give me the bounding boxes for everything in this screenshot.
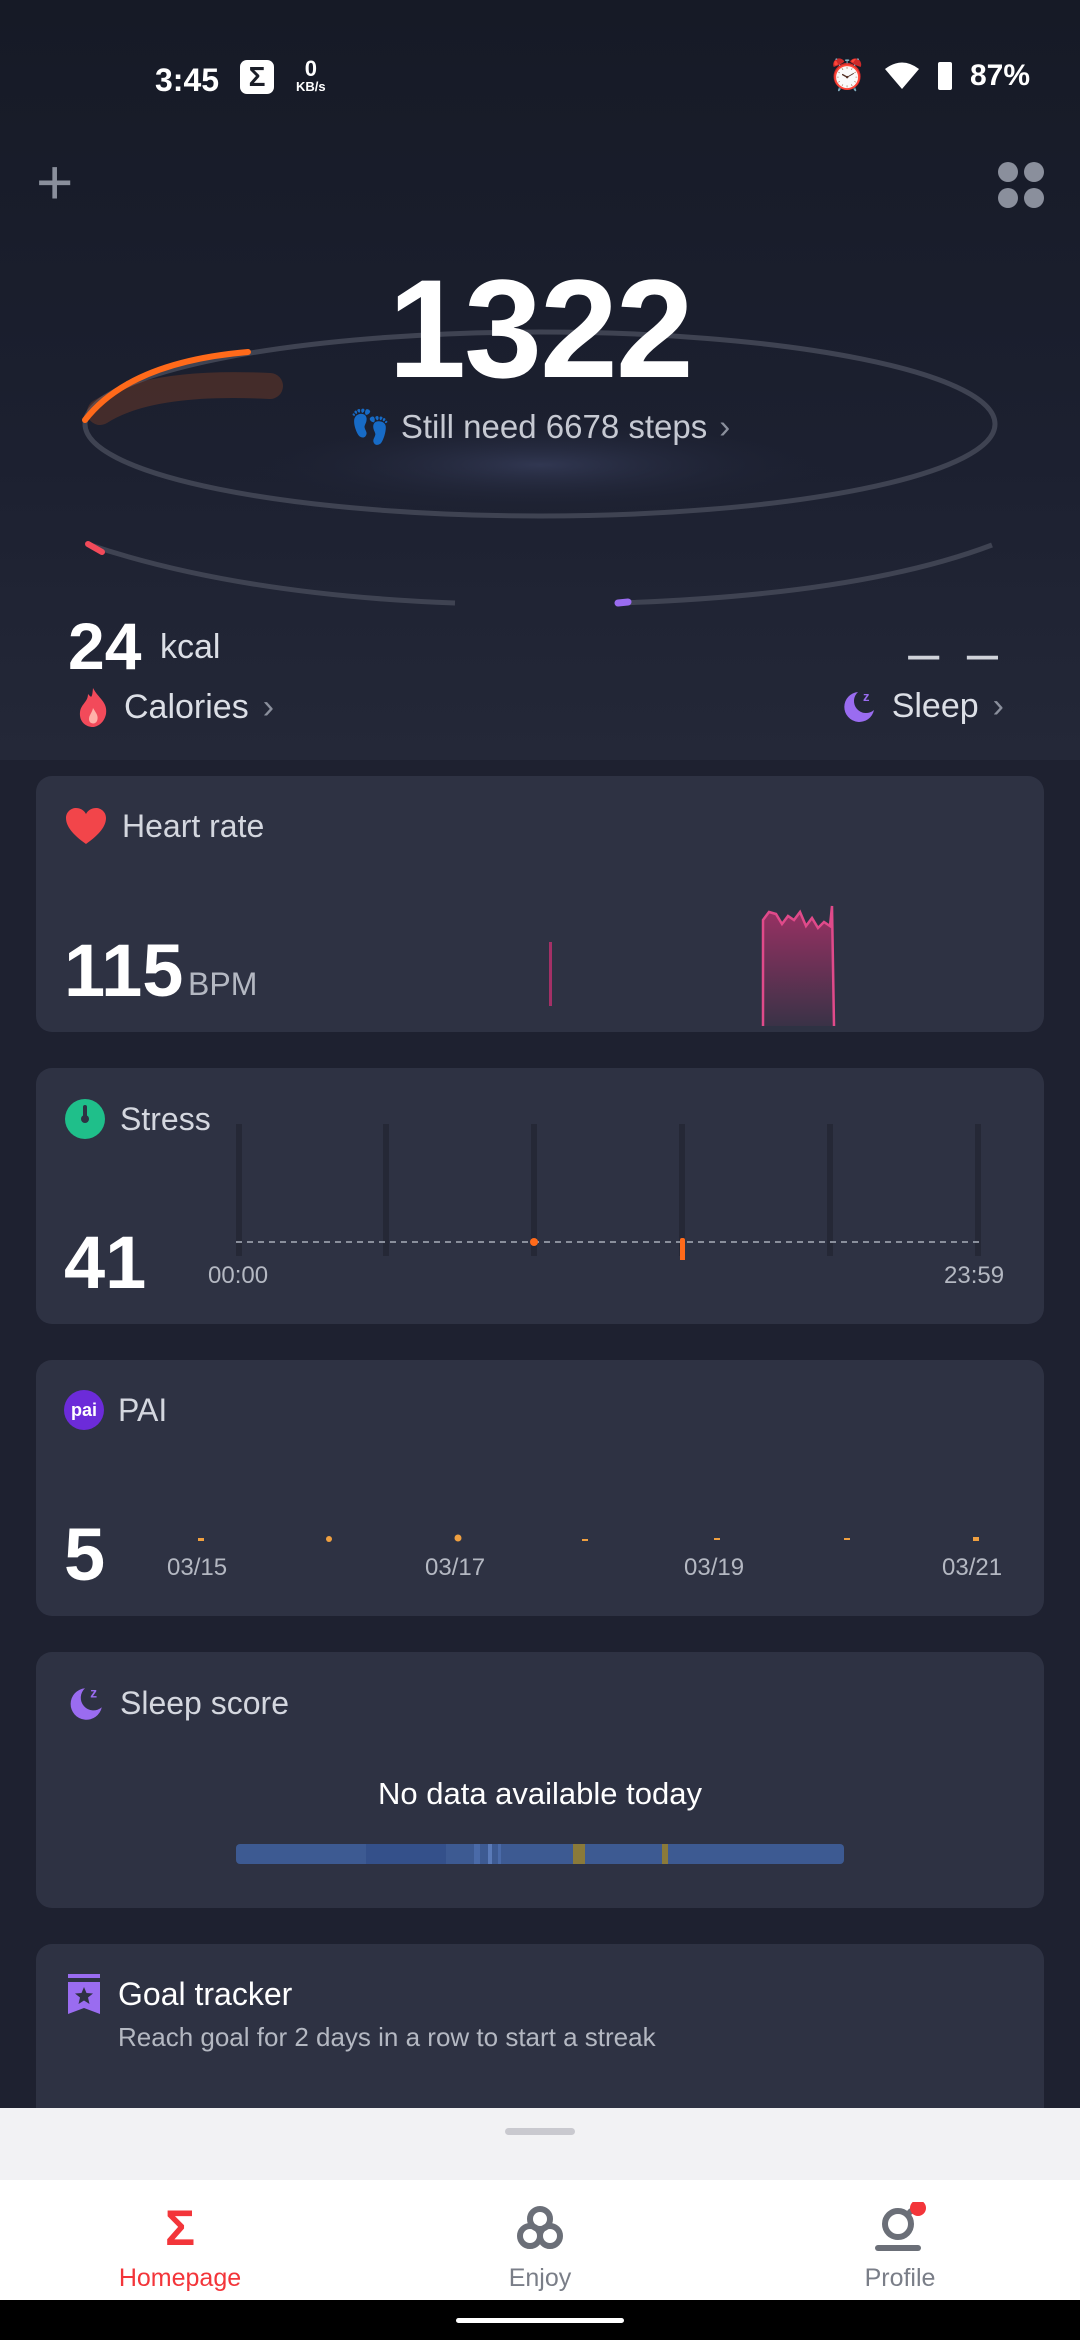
stress-value: 41 [64,1221,147,1304]
sleep-ring [617,542,993,606]
footsteps-icon: 👣 [349,408,391,445]
sleep-link[interactable]: z Sleep › [838,686,1004,726]
sleep-stage-bar [236,1844,844,1864]
svg-text:z: z [90,1686,97,1701]
battery-level: 87% [969,58,1030,92]
steps-progress-arc [82,349,251,423]
widgets-grid-icon[interactable] [998,162,1044,208]
status-time: 3:45 [155,62,220,98]
sleep-score-title: Sleep score [120,1684,289,1721]
bottom-navigation: Σ Homepage Enjoy Profile [0,2180,1080,2300]
nav-enjoy-label: Enjoy [508,2264,572,2292]
calories-label: Calories [124,687,249,726]
network-speed-value: 0 [304,56,317,81]
sigma-icon: Σ [164,2200,195,2256]
sleep-value: – – [908,621,1004,684]
svg-text:z: z [863,689,870,704]
goal-tracker-title: Goal tracker [118,1976,293,2012]
steps-count: 1322 [388,250,693,407]
stress-axis-end: 23:59 [944,1262,1005,1289]
heart-rate-chart [549,905,836,1026]
add-icon[interactable]: + [36,146,74,218]
profile-icon [720,2200,1080,2254]
heart-rate-value: 115 [64,929,184,1012]
calories-value: 24 [68,609,142,683]
drag-handle[interactable] [505,2128,575,2135]
stress-title: Stress [120,1100,211,1137]
calories-ring [89,542,456,606]
nav-enjoy[interactable]: Enjoy [360,2180,720,2300]
bottom-sheet[interactable] [0,2108,1080,2180]
activity-rings [82,329,998,607]
enjoy-icon [360,2202,720,2254]
heart-rate-title: Heart rate [122,807,265,844]
moon-icon: z [70,1686,102,1720]
stress-axis-start: 00:00 [208,1262,269,1289]
zepp-notification-icon: Σ [240,60,274,94]
nav-profile-label: Profile [864,2264,936,2292]
pai-date-label: 03/17 [425,1554,486,1581]
header-background [0,0,1080,760]
steps-remaining-text: Still need 6678 steps [400,408,708,445]
calories-unit: kcal [160,628,221,666]
sleep-score-message: No data available today [377,1776,702,1811]
stress-chart [236,1124,981,1260]
sleep-progress-arc [614,598,632,607]
pai-chart [198,1534,979,1542]
steps-remaining[interactable]: 👣 Still need 6678 steps › [0,408,1080,447]
heart-rate-header: Heart rate [64,806,264,846]
stress-card[interactable]: Stress 41 00:00 23:59 [36,1068,1044,1324]
home-gesture-pill[interactable] [456,2318,624,2323]
flame-icon [79,688,107,727]
badge-star-icon [66,1974,102,2021]
nav-profile[interactable]: Profile [720,2180,1080,2300]
network-speed-unit: KB/s [296,79,326,94]
moon-icon: z [844,689,874,722]
nav-homepage[interactable]: Σ Homepage [0,2180,360,2300]
pai-date-label: 03/21 [942,1554,1003,1581]
pai-title: PAI [118,1391,168,1428]
pai-date-label: 03/15 [167,1554,228,1581]
pai-date-label: 03/19 [684,1554,745,1581]
nav-homepage-label: Homepage [118,2264,242,2292]
heart-rate-unit: BPM [188,966,258,1002]
alarm-icon: ⏰ [828,59,866,92]
heart-rate-card[interactable]: Heart rate 115 BPM [36,776,1044,1032]
chevron-right-icon: › [262,687,275,726]
sleep-score-card[interactable]: z Sleep score No data available today [36,1652,1044,1908]
calories-link[interactable]: Calories › [76,686,274,728]
stress-header: Stress [64,1098,211,1140]
pai-header: pai PAI [64,1390,167,1430]
chevron-right-icon: › [719,408,731,445]
sleep-score-header: z Sleep score [64,1682,289,1724]
pai-card[interactable]: pai PAI 5 03/15 03/17 03/19 03/21 [36,1360,1044,1616]
chevron-right-icon: › [992,686,1004,725]
pai-value: 5 [64,1513,106,1596]
wifi-icon [884,62,919,89]
sleep-label: Sleep [891,686,979,725]
pai-icon: pai [64,1390,104,1430]
calories-progress-arc [85,541,105,555]
goal-tracker-subtitle: Reach goal for 2 days in a row to start … [118,2022,656,2052]
stress-gauge-icon [65,1099,105,1139]
network-speed: 0 KB/s [296,58,326,96]
status-icons: ⏰ 87% [829,58,1030,93]
battery-icon [937,61,952,90]
heart-icon [66,808,106,844]
steps-ring [82,329,998,519]
